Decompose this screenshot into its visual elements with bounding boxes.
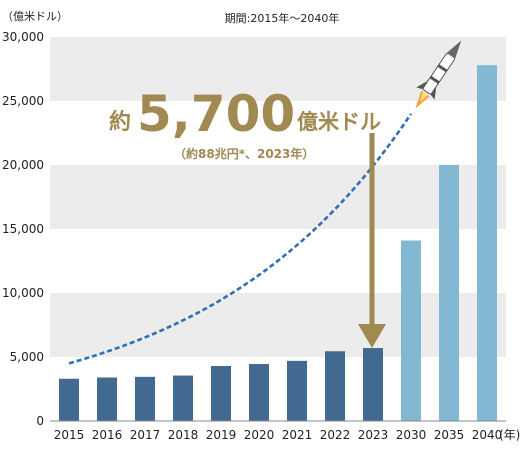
callout-unit: 億米ドル <box>297 110 381 134</box>
x-axis-unit-label: (年) <box>499 428 520 442</box>
rocket-icon <box>415 40 462 109</box>
x-axis-ticks: 2015 2016 2017 2018 2019 2020 2021 2022 2023 2030… <box>54 428 503 442</box>
y-tick-label: 15,000 <box>2 222 44 236</box>
bar-2022 <box>325 351 345 421</box>
bar-2030 <box>401 240 421 421</box>
bar-2035 <box>439 165 459 421</box>
x-tick-label: 2022 <box>320 428 351 442</box>
x-tick-label: 2030 <box>396 428 427 442</box>
x-tick-label: 2035 <box>434 428 465 442</box>
x-tick-label: 2021 <box>282 428 313 442</box>
callout-subtext: （約88兆円*、2023年） <box>174 146 314 161</box>
bar-2023 <box>363 348 383 421</box>
grid-band <box>50 165 506 229</box>
y-tick-label: 30,000 <box>2 30 44 44</box>
x-tick-label: 2017 <box>130 428 161 442</box>
y-tick-label: 20,000 <box>2 158 44 172</box>
grid-bands <box>50 37 506 357</box>
x-tick-label: 2019 <box>206 428 237 442</box>
x-tick-label: 2016 <box>92 428 123 442</box>
y-tick-label: 10,000 <box>2 286 44 300</box>
callout-value: 5,700 <box>137 85 295 143</box>
y-axis-ticks: 0 5,000 10,000 15,000 20,000 25,000 30,000 <box>2 30 44 428</box>
bar-2040 <box>477 65 497 421</box>
bar-2020 <box>249 364 269 421</box>
bars <box>59 65 497 421</box>
x-tick-label: 2023 <box>358 428 389 442</box>
bar-2019 <box>211 365 231 421</box>
bar-2015 <box>59 378 79 421</box>
x-tick-label: 2015 <box>54 428 85 442</box>
bar-2016 <box>97 377 117 421</box>
y-tick-label: 25,000 <box>2 94 44 108</box>
callout-prefix: 約 <box>109 109 131 135</box>
chart-title: 期間:2015年～2040年 <box>225 11 340 25</box>
x-tick-label: 2018 <box>168 428 199 442</box>
trend-curve <box>68 113 413 365</box>
bar-2021 <box>287 360 307 421</box>
bar-2018 <box>173 375 193 421</box>
bar-2017 <box>135 376 155 421</box>
y-axis-unit-label: （億米ドル） <box>2 10 68 23</box>
callout-arrow-head <box>358 324 386 348</box>
callout: 約 5,700 億米ドル （約88兆円*、2023年） <box>109 85 386 348</box>
x-tick-label: 2020 <box>244 428 275 442</box>
x-tick-label: 2040 <box>472 428 503 442</box>
y-tick-label: 5,000 <box>10 350 44 364</box>
grid-band <box>50 293 506 357</box>
y-tick-label: 0 <box>36 414 44 428</box>
